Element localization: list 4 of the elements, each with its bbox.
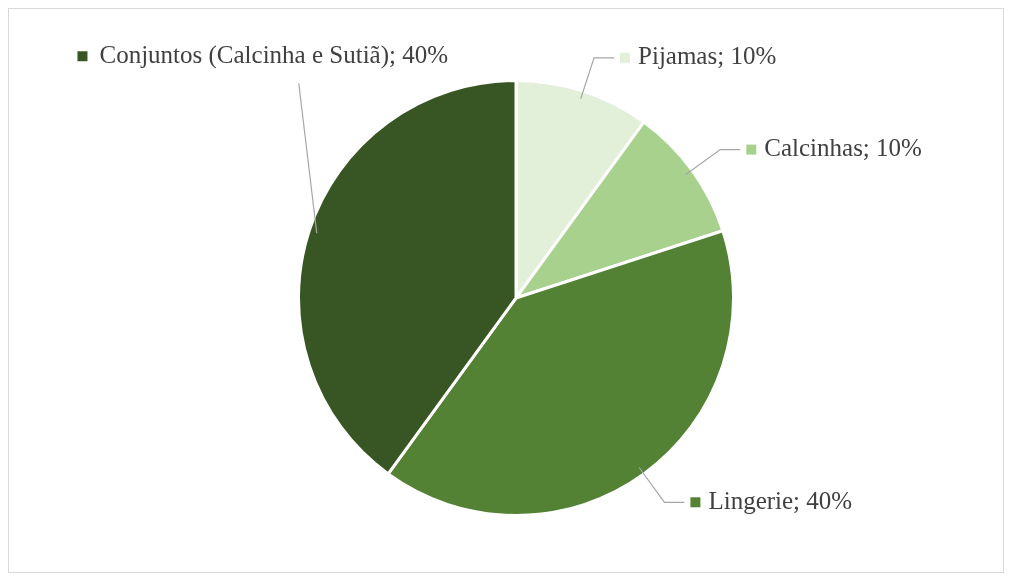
- legend-label: Pijamas; 10%: [638, 42, 777, 70]
- legend-label: Calcinhas; 10%: [764, 134, 922, 162]
- legend-label: Conjuntos (Calcinha e Sutiã); 40%: [99, 40, 449, 69]
- legend-label: Lingerie; 40%: [708, 486, 853, 514]
